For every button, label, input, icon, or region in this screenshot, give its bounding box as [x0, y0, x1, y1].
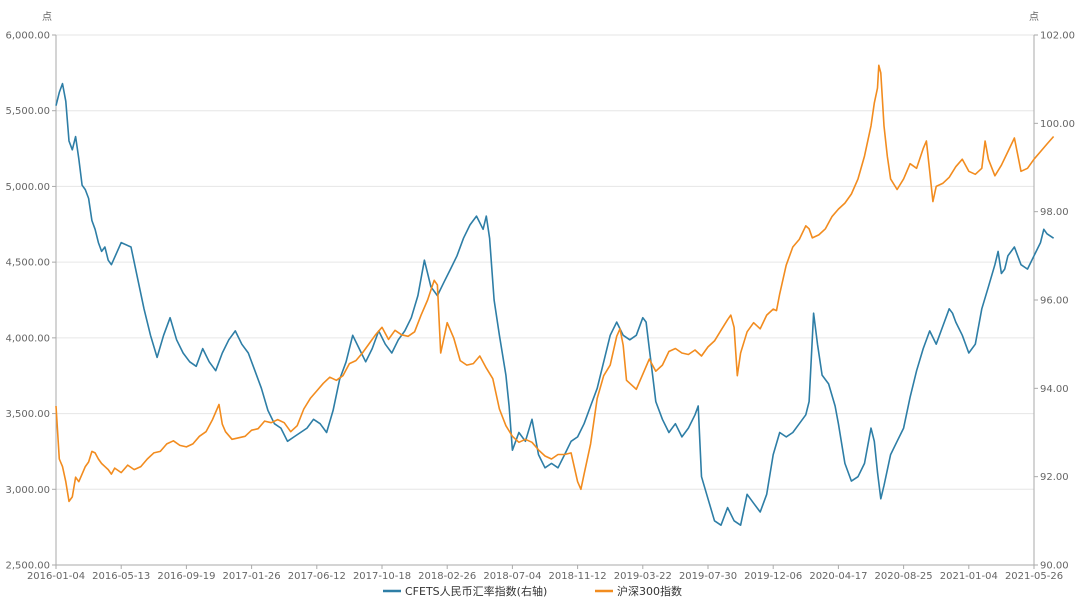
series-group: [55, 64, 1055, 526]
left-axis-unit: 点: [42, 11, 52, 23]
x-tick-label: 2020-04-17: [809, 571, 867, 582]
x-tick-label: 2018-02-26: [418, 571, 476, 582]
right-axis-unit: 点: [1029, 11, 1039, 23]
legend-label: CFETS人民币汇率指数(右轴): [405, 584, 547, 598]
left-axis-ticks: 6,000.00 5,500.00 5,000.00 4,500.00 4,000.00…: [5, 31, 56, 572]
left-tick-label: 4,000.00: [5, 333, 50, 344]
left-tick-label: 6,000.00: [5, 31, 50, 42]
left-tick-label: 5,000.00: [5, 182, 50, 193]
left-tick-label: 3,000.00: [5, 485, 50, 496]
x-tick-label: 2021-05-26: [1005, 571, 1063, 582]
right-tick-label: 92.00: [1040, 472, 1069, 483]
x-tick-label: 2019-07-30: [679, 571, 737, 582]
x-tick-label: 2016-01-04: [27, 571, 85, 582]
x-axis-ticks: 2016-01-04 2016-05-13 2016-09-19 2017-01-26…: [27, 565, 1063, 582]
right-tick-label: 96.00: [1040, 296, 1069, 307]
right-tick-label: 90.00: [1040, 561, 1069, 572]
right-tick-label: 100.00: [1040, 119, 1075, 130]
x-tick-label: 2020-08-25: [875, 571, 933, 582]
left-tick-label: 4,500.00: [5, 258, 50, 269]
legend[interactable]: CFETS人民币汇率指数(右轴) 沪深300指数: [383, 584, 682, 598]
legend-item[interactable]: CFETS人民币汇率指数(右轴): [383, 584, 547, 598]
left-tick-label: 2,500.00: [5, 561, 50, 572]
x-tick-label: 2017-06-12: [288, 571, 346, 582]
legend-item[interactable]: 沪深300指数: [595, 584, 682, 598]
x-tick-label: 2018-11-12: [549, 571, 607, 582]
x-tick-label: 2019-03-22: [614, 571, 672, 582]
x-tick-label: 2016-09-19: [157, 571, 215, 582]
legend-label: 沪深300指数: [617, 584, 682, 598]
x-tick-label: 2021-01-04: [940, 571, 998, 582]
x-tick-label: 2017-10-18: [353, 571, 411, 582]
right-tick-label: 102.00: [1040, 31, 1075, 42]
x-tick-label: 2017-01-26: [223, 571, 281, 582]
grid-lines: [56, 34, 1034, 490]
series-line-csi300: [55, 64, 1055, 503]
x-tick-label: 2016-05-13: [92, 571, 150, 582]
right-tick-label: 94.00: [1040, 384, 1069, 395]
right-axis-ticks: 102.00 100.00 98.00 96.00 94.00 92.00 90.00: [1034, 31, 1075, 572]
series-line-cfets: [55, 82, 1055, 526]
x-tick-label: 2019-12-06: [744, 571, 802, 582]
left-tick-label: 5,500.00: [5, 106, 50, 117]
x-tick-label: 2018-07-04: [483, 571, 541, 582]
left-tick-label: 3,500.00: [5, 409, 50, 420]
right-tick-label: 98.00: [1040, 207, 1069, 218]
